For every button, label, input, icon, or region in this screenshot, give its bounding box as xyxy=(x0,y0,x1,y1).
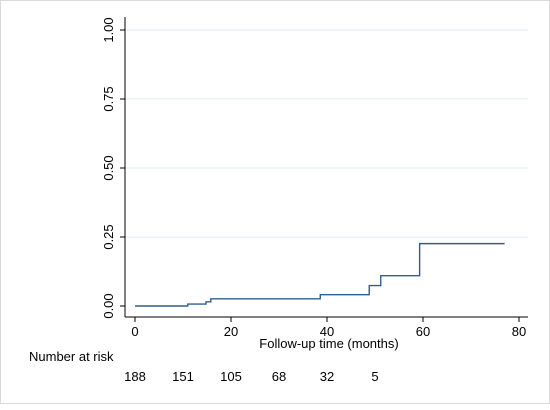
risk-count: 68 xyxy=(272,369,286,384)
x-tick-label: 60 xyxy=(416,324,430,339)
x-tick-label: 20 xyxy=(224,324,238,339)
risk-table-title: Number at risk xyxy=(29,349,114,364)
series-line-0 xyxy=(135,242,505,307)
y-tick-label: 0.25 xyxy=(101,224,116,249)
risk-count: 5 xyxy=(371,369,378,384)
risk-count: 188 xyxy=(124,369,146,384)
grid-layer xyxy=(125,29,528,238)
x-tick-label: 40 xyxy=(320,324,334,339)
x-axis-title: Follow-up time (months) xyxy=(259,336,398,351)
x-tick-label: 80 xyxy=(512,324,526,339)
risk-table: 188 151 105 68 32 5 xyxy=(124,369,378,384)
y-tick-label: 0.50 xyxy=(101,155,116,180)
y-tick-label: 0.00 xyxy=(101,293,116,318)
y-tick-label: 1.00 xyxy=(101,17,116,42)
risk-count: 105 xyxy=(220,369,242,384)
series-layer xyxy=(135,242,505,307)
y-tick-label: 0.75 xyxy=(101,86,116,111)
risk-count: 151 xyxy=(172,369,194,384)
x-tick-label: 0 xyxy=(131,324,138,339)
ticks-layer: 0.00 0.25 0.50 0.75 1.00 0 20 40 60 80 xyxy=(101,17,526,339)
axes-layer xyxy=(124,17,528,318)
risk-count: 32 xyxy=(320,369,334,384)
